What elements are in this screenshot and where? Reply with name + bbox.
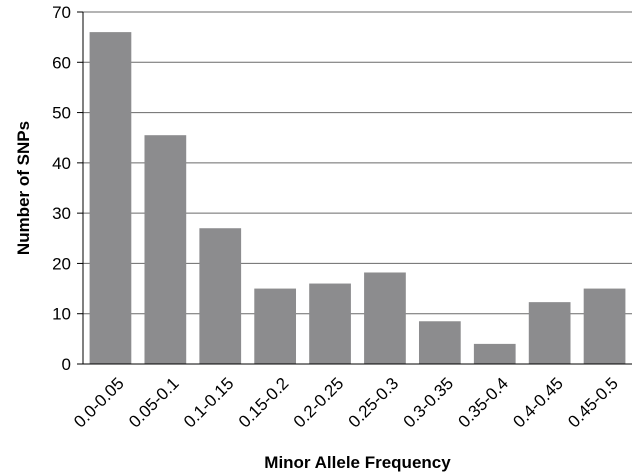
x-tick-label-0: 0.0-0.05 <box>70 374 128 432</box>
x-tick-label-2: 0.1-0.15 <box>180 374 238 432</box>
y-tick-label-3: 30 <box>52 204 71 223</box>
y-tick-label-1: 10 <box>52 305 71 324</box>
x-tick-label-1: 0.05-0.1 <box>125 374 183 432</box>
bar-0.3-0.35 <box>418 321 461 364</box>
x-tick-label-8: 0.4-0.45 <box>509 374 567 432</box>
x-tick-label-7: 0.35-0.4 <box>455 374 513 432</box>
x-tick-label-3: 0.15-0.2 <box>235 374 293 432</box>
bar-0.2-0.25 <box>309 283 351 364</box>
y-tick-label-7: 70 <box>52 3 71 22</box>
bar-0.0-0.05 <box>89 32 132 364</box>
x-ticks: 0.0-0.050.05-0.10.1-0.150.15-0.20.2-0.25… <box>70 374 622 432</box>
bar-0.45-0.5 <box>583 288 626 364</box>
y-axis-title: Number of SNPs <box>14 121 33 255</box>
bar-0.35-0.4 <box>473 343 516 364</box>
bar-0.15-0.2 <box>254 288 297 364</box>
bar-0.05-0.1 <box>144 135 187 364</box>
bar-0.4-0.45 <box>528 302 571 364</box>
x-tick-label-5: 0.25-0.3 <box>345 374 403 432</box>
x-tick-label-6: 0.3-0.35 <box>400 374 458 432</box>
x-axis-title: Minor Allele Frequency <box>264 453 451 472</box>
x-tick-label-4: 0.2-0.25 <box>290 374 348 432</box>
bar-0.1-0.15 <box>199 228 242 364</box>
bars <box>89 32 626 364</box>
y-tick-label-2: 20 <box>52 254 71 273</box>
bar-0.25-0.3 <box>364 272 406 364</box>
x-tick-label-9: 0.45-0.5 <box>564 374 622 432</box>
y-tick-label-0: 0 <box>62 355 71 374</box>
y-tick-label-5: 50 <box>52 104 71 123</box>
y-tick-label-6: 60 <box>52 53 71 72</box>
y-ticks: 0 10 20 30 40 50 60 70 <box>52 3 83 374</box>
y-tick-label-4: 40 <box>52 154 71 173</box>
